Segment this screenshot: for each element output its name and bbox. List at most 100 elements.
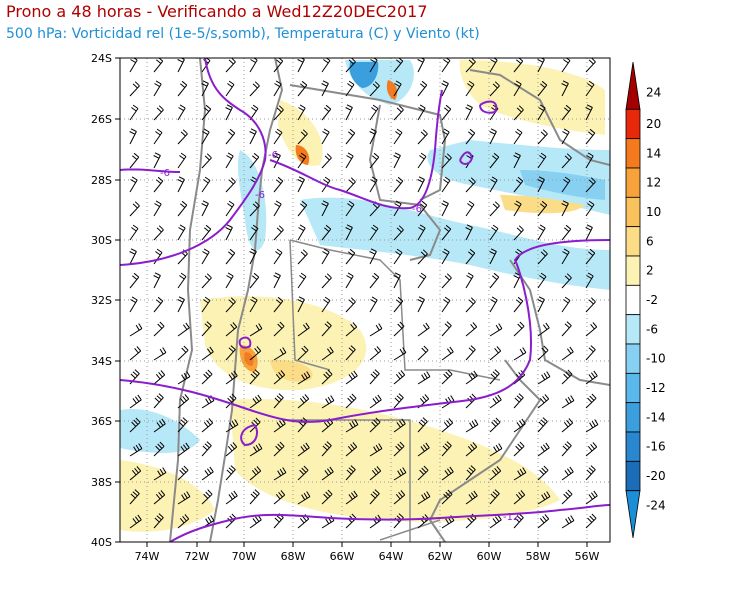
wind-barb-feather	[542, 395, 547, 402]
wind-barb-feather	[396, 248, 403, 253]
wind-barb	[489, 131, 497, 145]
wind-barb	[465, 132, 476, 145]
wind-barb-feather	[323, 248, 330, 253]
wind-barb-feather	[252, 104, 259, 109]
wind-barb-feather	[564, 296, 571, 301]
wind-barb-feather	[586, 224, 593, 228]
wind-barb	[273, 300, 284, 313]
wind-barb	[345, 132, 356, 145]
wind-barb-feather	[494, 201, 500, 207]
wind-barb-feather	[497, 394, 502, 401]
wind-barb-feather	[370, 493, 376, 499]
wind-barb	[369, 156, 380, 169]
wind-barb-feather	[395, 179, 402, 184]
wind-barb	[153, 60, 164, 73]
wind-barb-feather	[278, 105, 284, 111]
wind-barb	[369, 373, 380, 385]
wind-barb	[345, 204, 355, 217]
wind-barb-feather	[491, 296, 498, 301]
contour-label: -6	[268, 150, 278, 161]
wind-barb	[465, 349, 476, 361]
wind-barb-feather	[156, 227, 162, 233]
wind-barb	[489, 85, 500, 97]
wind-barb	[321, 131, 330, 145]
wind-barb-feather	[467, 445, 473, 452]
wind-barb	[249, 470, 262, 481]
wind-barb-feather	[442, 251, 448, 256]
wind-barb-feather	[323, 107, 330, 112]
wind-barb-feather	[179, 397, 185, 404]
wind-barb-feather	[348, 80, 355, 85]
wind-barb	[177, 133, 188, 145]
wind-barb-feather	[546, 491, 551, 497]
wind-barb-feather	[251, 296, 258, 301]
wind-barb-feather	[588, 80, 595, 85]
wind-barb-feather	[472, 442, 478, 448]
wind-barb	[393, 132, 403, 145]
wind-barb	[417, 299, 425, 313]
wind-barb-feather	[322, 80, 329, 84]
wind-barb	[489, 276, 500, 289]
wind-barb-feather	[398, 225, 404, 231]
wind-barb-feather	[514, 83, 520, 88]
wind-barb	[201, 493, 213, 505]
wind-barb-feather	[422, 129, 428, 135]
wind-barb	[153, 397, 164, 409]
wind-barb	[585, 107, 593, 121]
wind-barb-feather	[300, 152, 307, 157]
wind-barb-feather	[566, 468, 572, 474]
wind-barb-feather	[132, 371, 138, 377]
wind-barb-feather	[346, 224, 353, 228]
wind-barb-feather	[494, 347, 499, 354]
wind-barb-feather	[299, 469, 305, 475]
wind-barb	[177, 376, 191, 385]
wind-barb-feather	[491, 227, 497, 232]
longitude-labels: 74W 72W 70W 68W 66W 64W 62W 60W 58W 56W	[135, 550, 600, 563]
wind-barb	[321, 228, 332, 241]
wind-barb-feather	[185, 442, 190, 449]
lon-label: 64W	[379, 550, 404, 563]
wind-barb	[465, 301, 476, 313]
wind-barb-feather	[517, 296, 524, 302]
wind-barb-feather	[274, 152, 281, 156]
wind-barb	[273, 472, 287, 481]
wind-barb-feather	[207, 516, 212, 523]
wind-barb	[513, 203, 522, 217]
wind-barb-feather	[350, 323, 355, 330]
wind-barb-feather	[229, 395, 235, 401]
wind-barb-feather	[226, 469, 232, 475]
wind-barb	[489, 421, 501, 433]
wind-barb-feather	[372, 224, 379, 229]
wind-barb-feather	[276, 422, 281, 428]
wind-barb-feather	[205, 398, 210, 405]
wind-barb-feather	[276, 248, 283, 253]
wind-barb-feather	[325, 58, 331, 61]
wind-barb-feather	[156, 128, 163, 133]
wind-barb-feather	[277, 470, 282, 477]
wind-barb-feather	[349, 395, 355, 401]
wind-barb-feather	[155, 131, 161, 136]
wind-barb	[321, 422, 334, 433]
wind-barb	[321, 325, 332, 337]
wind-barb-feather	[201, 83, 208, 87]
wind-barb	[585, 275, 594, 289]
wind-barb-feather	[441, 203, 448, 207]
wind-barb-feather	[395, 200, 402, 205]
wind-barb-feather	[134, 81, 140, 87]
wind-barb-feather	[425, 322, 430, 329]
wind-barb-feather	[544, 394, 550, 400]
wind-barb	[417, 469, 429, 481]
wind-barb	[321, 157, 332, 169]
wind-barb-feather	[541, 467, 547, 473]
wind-barb-feather	[443, 107, 450, 112]
wind-barb-feather	[324, 176, 331, 181]
wind-barb-feather	[160, 490, 166, 496]
wind-barb	[489, 251, 497, 265]
wind-barb	[513, 325, 525, 337]
wind-barb-feather	[444, 296, 451, 301]
wind-barb-feather	[446, 348, 452, 354]
wind-barb-feather	[539, 104, 546, 109]
wind-barb	[369, 228, 379, 241]
wind-barb	[297, 156, 307, 169]
wind-barb	[369, 448, 383, 457]
